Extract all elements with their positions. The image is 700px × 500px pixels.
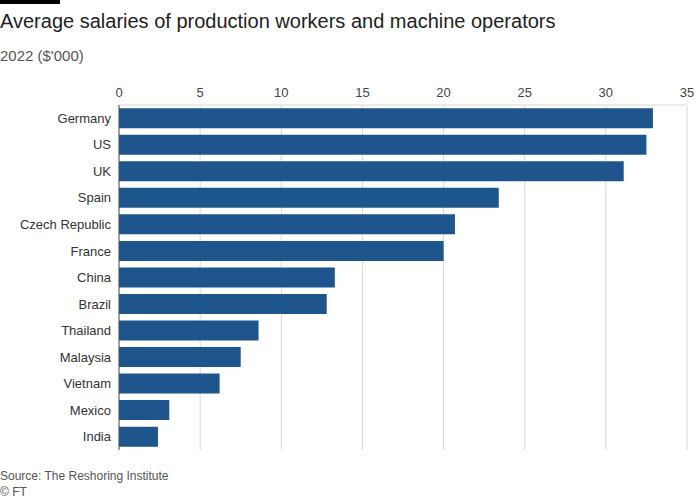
svg-text:India: India <box>83 429 112 444</box>
svg-text:20: 20 <box>436 85 450 100</box>
html-text:© FT: © FT <box>0 485 27 499</box>
svg-text:5: 5 <box>197 85 204 100</box>
svg-text:France: France <box>71 244 111 259</box>
svg-text:30: 30 <box>599 85 613 100</box>
svg-text:Germany: Germany <box>58 111 112 126</box>
svg-text:25: 25 <box>517 85 531 100</box>
svg-text:Mexico: Mexico <box>70 403 111 418</box>
svg-text:Czech Republic: Czech Republic <box>20 217 112 232</box>
svg-text:Thailand: Thailand <box>61 323 111 338</box>
svg-text:Brazil: Brazil <box>78 297 111 312</box>
svg-text:China: China <box>77 270 112 285</box>
svg-text:15: 15 <box>355 85 369 100</box>
html-text:Average salaries of production: Average salaries of production workers a… <box>0 10 556 32</box>
html-text:2022 ($'000): 2022 ($'000) <box>0 47 84 64</box>
svg-text:Malaysia: Malaysia <box>60 350 112 365</box>
svg-text:35: 35 <box>680 85 692 100</box>
svg-text:10: 10 <box>274 85 288 100</box>
html-text:Source: The Reshoring Institut: Source: The Reshoring Institute <box>0 469 169 483</box>
svg-text:Spain: Spain <box>78 190 111 205</box>
svg-text:UK: UK <box>93 164 111 179</box>
svg-text:Vietnam: Vietnam <box>64 376 111 391</box>
svg-text:US: US <box>93 137 111 152</box>
svg-text:0: 0 <box>115 85 122 100</box>
